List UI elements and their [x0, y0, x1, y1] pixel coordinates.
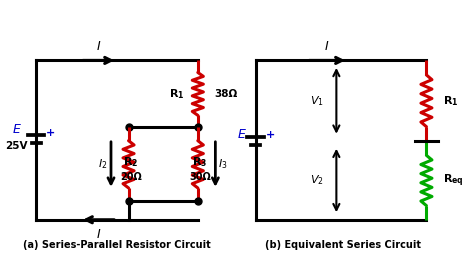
Text: $V_2$: $V_2$	[310, 174, 323, 187]
Text: $\mathbf{R_1}$: $\mathbf{R_1}$	[443, 94, 458, 108]
Text: +: +	[46, 128, 55, 138]
Text: $E$: $E$	[12, 123, 22, 136]
Text: $\mathbf{R_2}$: $\mathbf{R_2}$	[123, 155, 138, 169]
Text: $I_2$: $I_2$	[99, 157, 108, 171]
Text: $\mathbf{R_3}$: $\mathbf{R_3}$	[192, 155, 208, 169]
Text: $E$: $E$	[237, 128, 246, 141]
Text: +: +	[266, 130, 275, 140]
Text: $\mathbf{R_{eq}}$: $\mathbf{R_{eq}}$	[443, 172, 464, 189]
Text: (b) Equivalent Series Circuit: (b) Equivalent Series Circuit	[265, 240, 421, 250]
Text: $I_3$: $I_3$	[219, 157, 228, 171]
Text: (a) Series-Parallel Resistor Circuit: (a) Series-Parallel Resistor Circuit	[23, 240, 211, 250]
Text: $I$: $I$	[96, 40, 101, 54]
Text: $\mathbf{R_1}$: $\mathbf{R_1}$	[169, 87, 185, 101]
Text: 30Ω: 30Ω	[189, 172, 211, 182]
Text: $I$: $I$	[96, 228, 101, 241]
Text: $V_1$: $V_1$	[310, 94, 323, 108]
Text: $I$: $I$	[324, 40, 330, 54]
Text: 38Ω: 38Ω	[214, 89, 237, 99]
Text: 20Ω: 20Ω	[120, 172, 142, 182]
Text: 25V: 25V	[6, 141, 28, 151]
